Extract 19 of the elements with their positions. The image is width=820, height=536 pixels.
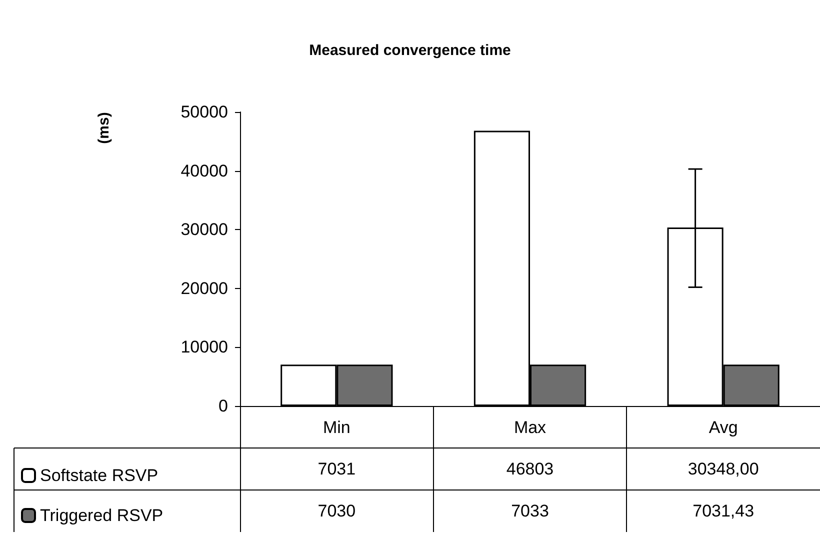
legend-label: Triggered RSVP: [40, 506, 164, 525]
chart-title: Measured convergence time: [309, 42, 511, 59]
data-label: 7031,43: [692, 502, 754, 520]
x-tick-label: Avg: [708, 418, 738, 437]
y-tick-label: 20000: [180, 278, 228, 298]
data-label: 46803: [506, 460, 554, 478]
x-tick-label: Min: [322, 418, 350, 437]
y-axis-title: (ms): [96, 112, 112, 144]
y-tick-label: 40000: [180, 161, 228, 180]
data-label: 7033: [511, 502, 549, 520]
x-tick-label: Max: [514, 418, 547, 437]
y-tick-label: 30000: [180, 220, 228, 240]
legend-label: Softstate RSVP: [40, 466, 158, 485]
y-tick-label: 10000: [180, 338, 228, 357]
y-tick-label: 0: [218, 396, 228, 416]
data-label: 7031: [318, 460, 356, 478]
data-label: 7030: [318, 502, 356, 520]
data-label: 30348,00: [688, 460, 759, 478]
y-tick-label: 50000: [180, 102, 228, 122]
